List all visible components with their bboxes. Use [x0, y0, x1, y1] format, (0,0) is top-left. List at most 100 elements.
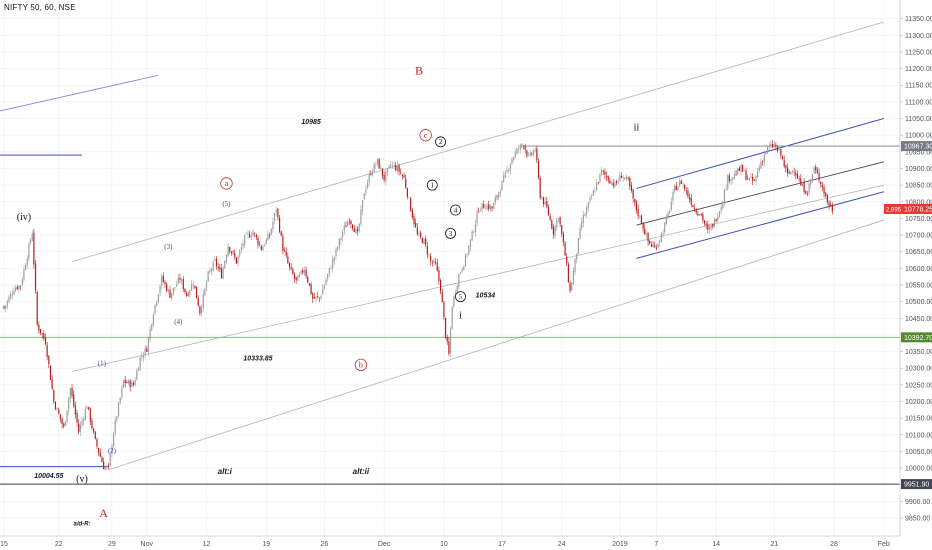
candle-body	[390, 165, 392, 167]
candle-body	[229, 247, 231, 252]
wave-label: ii	[634, 122, 640, 133]
candle-body	[811, 174, 814, 181]
candle-body	[328, 267, 330, 274]
candle-body	[830, 204, 832, 206]
candle-body	[695, 209, 697, 213]
y-tick-label: 10950.00	[905, 149, 932, 156]
candle-body	[459, 272, 462, 274]
candle-body	[421, 237, 423, 244]
candle-body	[707, 224, 709, 230]
candle-body	[775, 144, 777, 147]
trend-line[interactable]	[636, 118, 884, 189]
y-tick-label: 11000.00	[905, 133, 932, 140]
candle-body	[48, 356, 50, 365]
candle-body	[360, 209, 362, 225]
candle-body	[685, 190, 687, 191]
candle-body	[770, 144, 772, 146]
candle-body	[358, 223, 360, 231]
trend-line[interactable]	[71, 184, 884, 372]
y-tick-label: 11300.00	[905, 33, 932, 40]
wave-label: b	[359, 361, 363, 370]
candle-body	[818, 173, 820, 181]
candle-body	[43, 333, 45, 339]
candle-body	[63, 423, 65, 427]
symbol-title[interactable]: NIFTY 50, 60, NSE	[4, 3, 76, 12]
trend-line[interactable]	[108, 219, 884, 471]
candle-body	[267, 234, 269, 241]
candle-body	[159, 286, 161, 294]
trend-line[interactable]	[0, 74, 159, 112]
candle-body	[224, 261, 226, 269]
price-axis-background	[900, 0, 932, 536]
candle-body	[132, 382, 135, 386]
trend-line[interactable]	[71, 21, 884, 263]
candle-body	[748, 177, 750, 180]
candle-body	[250, 235, 252, 237]
y-tick-label: 10300.00	[905, 366, 932, 373]
candle-body	[647, 232, 649, 242]
candle-body	[269, 235, 271, 236]
candle-body	[388, 165, 390, 168]
time-axis[interactable]: 15 22 29 Nov 12 19 26 Dec 10 17 24 2019 7 14 21 28 Feb	[0, 541, 890, 548]
candle-body	[509, 164, 511, 171]
candle-body	[439, 280, 442, 292]
candle-body	[293, 274, 296, 279]
candle-body	[479, 210, 482, 212]
candle-body	[350, 220, 352, 225]
candle-body	[795, 173, 797, 176]
candle-body	[805, 191, 807, 194]
candle-body	[823, 186, 825, 194]
candle-body	[664, 222, 666, 233]
y-tick-label: 11200.00	[905, 66, 932, 73]
candle-body	[177, 277, 179, 284]
price-badge	[901, 479, 932, 490]
candle-body	[541, 198, 543, 199]
candle-body	[302, 270, 304, 273]
candle-body	[602, 170, 604, 172]
y-tick-label: 10450.00	[905, 316, 932, 323]
candle-body	[473, 231, 475, 233]
candle-body	[410, 198, 412, 212]
price-axis[interactable]: 9850.009900.009950.0010000.0010050.00101…	[900, 16, 932, 523]
candle-body	[58, 409, 60, 414]
candle-body	[619, 174, 621, 182]
countdown-label: 2,995	[886, 207, 902, 213]
candle-body	[49, 365, 52, 380]
candle-body	[393, 165, 395, 167]
candle-body	[365, 189, 367, 193]
x-tick-label: 7	[654, 541, 658, 548]
trend-line[interactable]	[636, 161, 884, 226]
candle-body	[169, 289, 171, 298]
candle-body	[562, 233, 565, 243]
wave-label: a	[225, 179, 229, 188]
candle-body	[614, 182, 616, 187]
candle-body	[494, 197, 496, 203]
candle-body	[506, 169, 508, 172]
candle-body	[591, 196, 593, 198]
candle-body	[640, 215, 643, 225]
candle-body	[778, 149, 780, 150]
candle-body	[672, 191, 674, 201]
candle-body	[620, 176, 623, 179]
candle-body	[59, 414, 62, 420]
candle-body	[552, 227, 555, 235]
candle-body	[297, 275, 299, 281]
candle-body	[71, 387, 73, 396]
candle-body	[232, 251, 234, 253]
candle-body	[693, 207, 696, 209]
candle-body	[463, 266, 465, 271]
candle-body	[715, 219, 717, 222]
wave-label-circle	[354, 358, 368, 372]
trend-channel-layer	[0, 21, 900, 485]
candle-body	[776, 147, 779, 151]
candle-body	[322, 288, 324, 295]
candle-body	[315, 296, 317, 298]
candle-body	[428, 255, 430, 257]
candle-body	[64, 421, 67, 426]
trend-line[interactable]	[636, 191, 884, 259]
candle-body	[234, 253, 236, 258]
candle-body	[554, 225, 556, 236]
y-tick-label: 10850.00	[905, 183, 932, 190]
candle-body	[547, 206, 550, 216]
